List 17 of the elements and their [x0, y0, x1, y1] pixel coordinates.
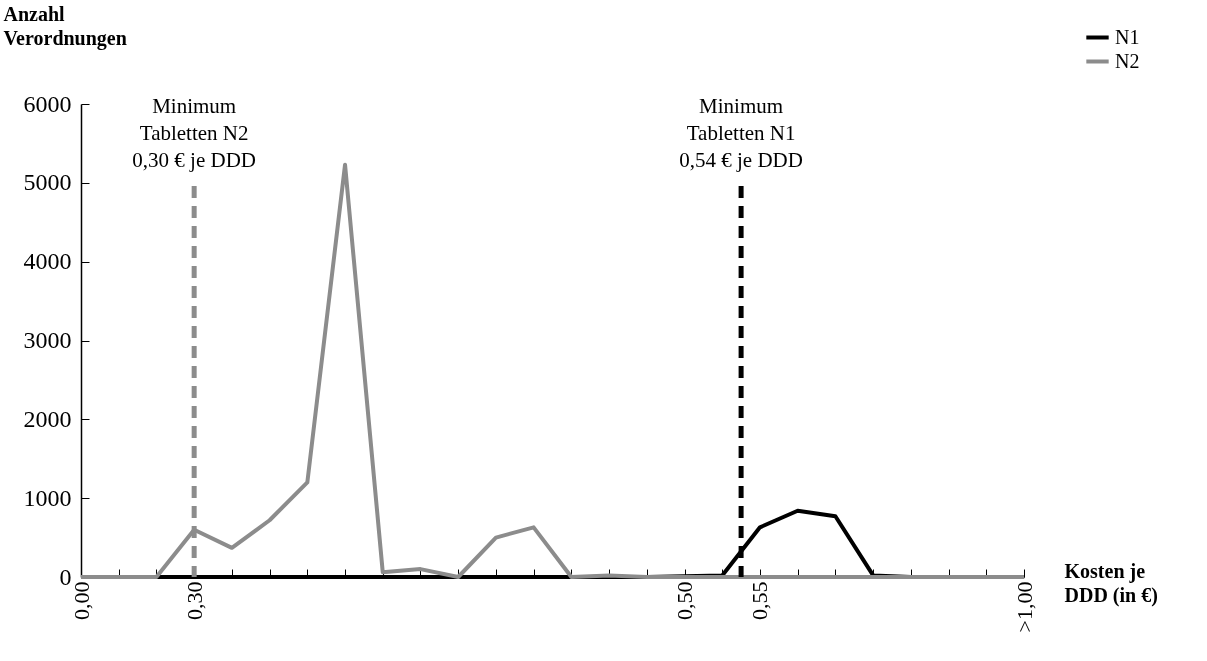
- y-tick-label: 0: [59, 563, 72, 590]
- y-tick-label: 1000: [23, 484, 72, 511]
- x-tick-label: 0,55: [747, 581, 773, 620]
- y-tick-label: 4000: [23, 248, 72, 275]
- annotation: Minimum Tabletten N1 0,54 € je DDD: [679, 94, 803, 172]
- legend-label: N1: [1115, 25, 1140, 48]
- y-tick-label: 2000: [23, 405, 72, 432]
- ref-line-label: Minimum Tabletten N2 0,30 € je DDD: [132, 94, 256, 172]
- y-axis-title: Anzahl Verordnungen: [3, 2, 127, 50]
- y-tick-label: 5000: [23, 169, 72, 196]
- y-tick-label: 6000: [23, 90, 72, 117]
- x-tick-label: >1,00: [1011, 581, 1037, 633]
- legend-label: N2: [1115, 49, 1140, 72]
- x-tick-label: 0,30: [181, 581, 207, 620]
- x-axis-title: Kosten je DDD (in €): [1064, 559, 1158, 607]
- y-tick-label: 3000: [23, 327, 72, 353]
- x-tick-label: 0,50: [672, 581, 698, 620]
